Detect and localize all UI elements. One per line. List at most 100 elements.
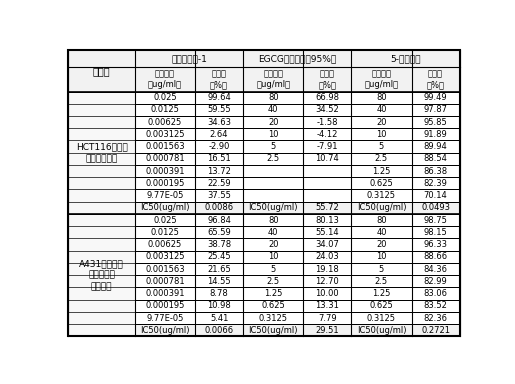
Text: 24.03: 24.03 <box>316 252 339 261</box>
Bar <box>411 251 459 263</box>
Bar <box>411 91 459 104</box>
Text: 86.38: 86.38 <box>423 167 448 175</box>
Bar <box>135 324 195 336</box>
Text: 99.64: 99.64 <box>207 93 231 102</box>
Text: 给药浓度
（ug/ml）: 给药浓度 （ug/ml） <box>148 69 182 89</box>
Bar <box>351 263 411 275</box>
Text: 1.25: 1.25 <box>372 289 391 298</box>
Text: 20: 20 <box>376 240 387 249</box>
Text: A431（人皮肤
鸞状细胞癌
细胞株）: A431（人皮肤 鸞状细胞癌 细胞株） <box>79 259 124 291</box>
Text: -4.12: -4.12 <box>317 130 338 139</box>
Bar <box>303 275 351 287</box>
Bar <box>303 104 351 116</box>
Text: 0.025: 0.025 <box>153 93 177 102</box>
Bar <box>303 238 351 251</box>
Bar <box>243 50 351 67</box>
Bar <box>351 226 411 238</box>
Text: 38.78: 38.78 <box>207 240 231 249</box>
Text: 82.99: 82.99 <box>424 277 448 286</box>
Bar <box>195 177 243 189</box>
Bar <box>135 251 195 263</box>
Text: 82.39: 82.39 <box>424 179 448 188</box>
Text: 99.49: 99.49 <box>424 93 448 102</box>
Text: 21.65: 21.65 <box>207 265 231 273</box>
Bar <box>195 141 243 153</box>
Text: 0.00625: 0.00625 <box>148 118 182 127</box>
Bar <box>243 153 303 165</box>
Text: 9.77E-05: 9.77E-05 <box>146 313 184 323</box>
Text: 65.59: 65.59 <box>207 228 231 237</box>
Text: 0.003125: 0.003125 <box>145 130 185 139</box>
Text: 抑制率
（%）: 抑制率 （%） <box>210 69 228 89</box>
Text: 55.72: 55.72 <box>316 203 339 212</box>
Text: 70.14: 70.14 <box>424 191 448 200</box>
Text: 0.625: 0.625 <box>370 301 393 310</box>
Bar <box>303 128 351 141</box>
Text: 0.0066: 0.0066 <box>204 326 234 335</box>
Bar <box>195 189 243 202</box>
Bar <box>243 128 303 141</box>
Bar <box>303 312 351 324</box>
Bar <box>243 312 303 324</box>
Bar <box>195 226 243 238</box>
Text: 0.000781: 0.000781 <box>145 154 185 163</box>
Bar <box>411 324 459 336</box>
Bar <box>195 312 243 324</box>
Bar <box>411 300 459 312</box>
Text: 2.5: 2.5 <box>375 154 388 163</box>
Text: 66.98: 66.98 <box>315 93 339 102</box>
Bar <box>68 214 135 336</box>
Bar <box>243 324 303 336</box>
Bar <box>303 263 351 275</box>
Text: 80: 80 <box>268 93 279 102</box>
Text: 88.66: 88.66 <box>423 252 448 261</box>
Text: 80.13: 80.13 <box>315 215 339 225</box>
Bar <box>243 287 303 300</box>
Bar <box>351 238 411 251</box>
Text: 80: 80 <box>268 215 279 225</box>
Text: 0.000195: 0.000195 <box>145 301 184 310</box>
Text: 抑癌功能茶-1: 抑癌功能茶-1 <box>171 54 207 63</box>
Text: 1.25: 1.25 <box>372 167 391 175</box>
Bar <box>195 287 243 300</box>
Bar <box>135 50 243 67</box>
Bar <box>351 251 411 263</box>
Text: 96.84: 96.84 <box>207 215 231 225</box>
Text: 84.36: 84.36 <box>423 265 448 273</box>
Bar <box>243 275 303 287</box>
Text: 13.72: 13.72 <box>207 167 231 175</box>
Text: 0.3125: 0.3125 <box>259 313 288 323</box>
Bar <box>303 91 351 104</box>
Bar <box>135 189 195 202</box>
Bar <box>351 177 411 189</box>
Bar <box>243 189 303 202</box>
Text: 0.003125: 0.003125 <box>145 252 185 261</box>
Text: 83.06: 83.06 <box>423 289 448 298</box>
Bar <box>411 177 459 189</box>
Text: EGCG单体（纯度95%）: EGCG单体（纯度95%） <box>258 54 336 63</box>
Bar <box>135 91 195 104</box>
Text: 0.0125: 0.0125 <box>150 105 179 114</box>
Text: 12.70: 12.70 <box>316 277 339 286</box>
Text: 20: 20 <box>268 118 279 127</box>
Bar <box>411 202 459 214</box>
Bar <box>351 128 411 141</box>
Bar <box>303 324 351 336</box>
Bar <box>351 189 411 202</box>
Bar <box>195 116 243 128</box>
Bar <box>411 165 459 177</box>
Bar <box>135 67 195 91</box>
Text: 95.85: 95.85 <box>424 118 448 127</box>
Bar <box>303 153 351 165</box>
Bar <box>351 202 411 214</box>
Text: 34.63: 34.63 <box>207 118 231 127</box>
Bar <box>243 300 303 312</box>
Text: 0.000781: 0.000781 <box>145 277 185 286</box>
Bar <box>135 263 195 275</box>
Text: 2.64: 2.64 <box>210 130 228 139</box>
Text: 2.5: 2.5 <box>267 154 280 163</box>
Text: 34.07: 34.07 <box>315 240 339 249</box>
Bar <box>135 128 195 141</box>
Text: 89.94: 89.94 <box>424 142 448 151</box>
Text: 给药浓度
（ug/ml）: 给药浓度 （ug/ml） <box>256 69 290 89</box>
